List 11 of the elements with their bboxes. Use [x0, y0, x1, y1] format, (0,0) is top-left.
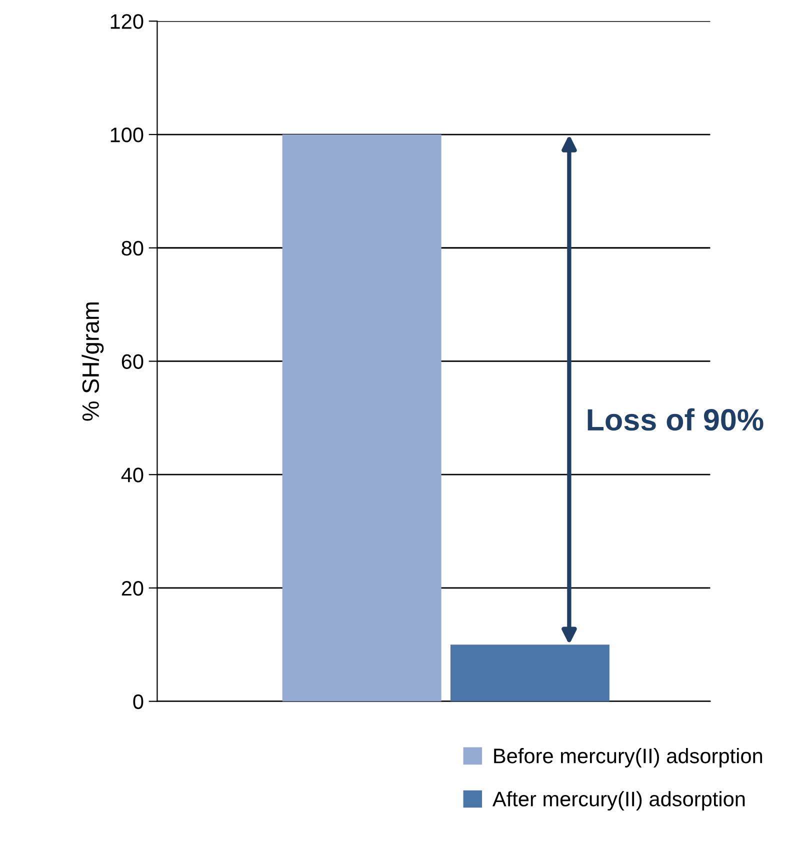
legend-label: After mercury(II) adsorption [492, 791, 745, 811]
y-tick-label: 120 [110, 14, 144, 29]
y-tick-label: 100 [110, 128, 144, 142]
legend-label: Before mercury(II) adsorption [494, 748, 762, 768]
y-tick-label: 0 [133, 694, 144, 710]
y-axis-title: % SH/gram [82, 302, 104, 421]
y-tick-label: 40 [121, 468, 144, 482]
annotation: Loss of 90% [588, 408, 764, 431]
y-tick-label: 20 [122, 580, 144, 596]
y-tick-label: 80 [122, 240, 144, 256]
y-tick-label: 60 [122, 354, 144, 369]
